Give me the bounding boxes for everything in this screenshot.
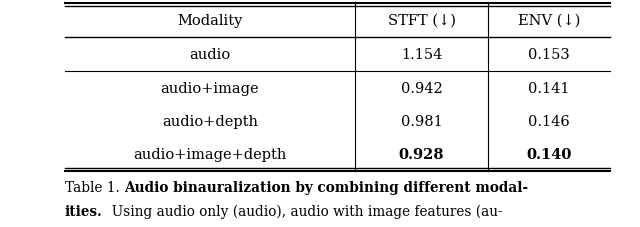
Text: audio: audio [189, 48, 230, 62]
Text: 0.981: 0.981 [401, 114, 442, 128]
Text: audio+depth: audio+depth [162, 114, 258, 128]
Text: ENV (↓): ENV (↓) [518, 14, 580, 28]
Text: ities.: ities. [65, 204, 103, 218]
Text: 0.141: 0.141 [528, 81, 570, 95]
Text: Using audio only (audio), audio with image features (au-: Using audio only (audio), audio with ima… [103, 204, 502, 218]
Text: Audio binauralization by combining different modal-: Audio binauralization by combining diffe… [124, 180, 528, 194]
Text: audio+image: audio+image [161, 81, 259, 95]
Text: 0.942: 0.942 [401, 81, 442, 95]
Text: STFT (↓): STFT (↓) [387, 14, 456, 28]
Text: 1.154: 1.154 [401, 48, 442, 62]
Text: Table 1.: Table 1. [65, 180, 124, 194]
Text: 0.928: 0.928 [399, 148, 444, 162]
Text: Modality: Modality [177, 14, 243, 28]
Text: audio+image+depth: audio+image+depth [133, 148, 287, 162]
Text: 0.146: 0.146 [528, 114, 570, 128]
Text: 0.153: 0.153 [528, 48, 570, 62]
Text: 0.140: 0.140 [526, 148, 572, 162]
